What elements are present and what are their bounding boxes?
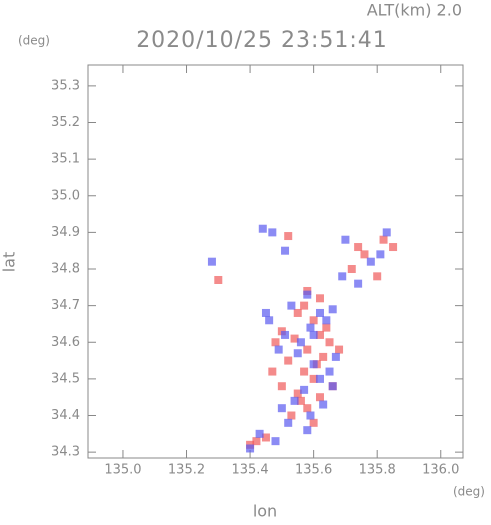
echo-patch xyxy=(296,338,305,347)
echo-patch xyxy=(300,301,309,310)
echo-patch xyxy=(290,396,299,405)
echo-patch xyxy=(284,356,293,365)
y-tick-label: 34.6 xyxy=(51,335,80,350)
echo-patch xyxy=(309,374,318,383)
echo-patch xyxy=(360,250,369,259)
echo-patch xyxy=(376,250,385,259)
echo-patch xyxy=(319,352,328,361)
echo-patch xyxy=(315,393,324,402)
echo-patch xyxy=(277,404,286,413)
y-tick-label: 34.8 xyxy=(51,262,80,277)
echo-patch xyxy=(293,389,302,398)
echo-patch xyxy=(303,345,312,354)
echo-patch xyxy=(309,316,318,325)
echo-patch xyxy=(281,246,290,255)
echo-patch xyxy=(271,338,280,347)
echo-patch xyxy=(246,444,255,453)
echo-patch xyxy=(354,279,363,288)
y-tick-label: 34.5 xyxy=(51,371,80,386)
echo-patch xyxy=(306,411,315,420)
echo-patch xyxy=(281,330,290,339)
echo-patch xyxy=(271,437,280,446)
chart-subtitle: ALT(km) 2.0 xyxy=(367,1,462,20)
y-axis-label: lat xyxy=(0,252,19,273)
y-tick-label: 35.2 xyxy=(51,115,80,130)
echo-patch xyxy=(300,367,309,376)
echo-patch xyxy=(315,330,324,339)
echo-patch xyxy=(306,323,315,332)
echo-patch xyxy=(252,437,261,446)
echo-patch xyxy=(341,235,350,244)
echo-patch xyxy=(328,382,337,391)
x-tick-label: 135.6 xyxy=(295,463,332,478)
echo-patch xyxy=(366,257,375,266)
x-tick-label: 135.2 xyxy=(168,463,205,478)
echo-patch xyxy=(303,404,312,413)
echo-patch xyxy=(382,228,391,237)
y-tick-label: 35.0 xyxy=(51,188,80,203)
y-tick-label: 34.4 xyxy=(51,408,80,423)
chart-title: 2020/10/25 23:51:41 xyxy=(136,28,388,53)
echo-patch xyxy=(322,316,331,325)
echo-patch xyxy=(261,308,270,317)
echo-patch xyxy=(274,345,283,354)
echo-patch xyxy=(347,265,356,274)
echo-patch xyxy=(214,275,223,284)
echo-patch xyxy=(354,243,363,252)
x-tick-label: 135.8 xyxy=(359,463,396,478)
echo-patch xyxy=(261,433,270,442)
echo-patch xyxy=(338,272,347,281)
echo-patch xyxy=(325,367,334,376)
echo-patch xyxy=(335,345,344,354)
echo-patch xyxy=(389,243,398,252)
y-tick-label: 34.7 xyxy=(51,298,80,313)
echo-patch xyxy=(277,382,286,391)
echo-patch xyxy=(315,374,324,383)
x-tick-label: 135.0 xyxy=(104,463,141,478)
echo-patch xyxy=(309,330,318,339)
echo-patch xyxy=(379,235,388,244)
echo-patch xyxy=(303,290,312,299)
echo-patch xyxy=(315,294,324,303)
echo-patch xyxy=(309,360,318,369)
echo-patch xyxy=(296,396,305,405)
echo-patch xyxy=(331,352,340,361)
echo-patch xyxy=(300,385,309,394)
echo-patch xyxy=(255,429,264,438)
x-unit: (deg) xyxy=(453,485,485,499)
plot-frame xyxy=(87,64,464,459)
echo-patch xyxy=(284,232,293,241)
echo-patch xyxy=(373,272,382,281)
echo-patch xyxy=(303,426,312,435)
echo-patch xyxy=(328,305,337,314)
y-tick-label: 34.9 xyxy=(51,225,80,240)
echo-patch xyxy=(265,316,274,325)
echo-patch xyxy=(315,308,324,317)
echo-patch xyxy=(268,228,277,237)
y-tick-label: 34.3 xyxy=(51,445,80,460)
echo-patch xyxy=(287,411,296,420)
echo-patch xyxy=(284,418,293,427)
echo-patch xyxy=(293,349,302,358)
y-tick-label: 35.1 xyxy=(51,152,80,167)
x-axis-label: lon xyxy=(253,502,277,521)
x-tick-label: 136.0 xyxy=(422,463,459,478)
echo-patch xyxy=(293,308,302,317)
x-tick-label: 135.4 xyxy=(231,463,268,478)
echo-patch xyxy=(207,257,216,266)
echo-patch xyxy=(258,224,267,233)
y-unit: (deg) xyxy=(18,34,50,48)
echo-patch xyxy=(319,400,328,409)
echo-patch xyxy=(290,334,299,343)
echo-patch xyxy=(309,418,318,427)
echo-patch xyxy=(325,338,334,347)
y-tick-label: 35.3 xyxy=(51,78,80,93)
echo-patch xyxy=(322,323,331,332)
echo-patch xyxy=(268,367,277,376)
echo-patch xyxy=(287,301,296,310)
